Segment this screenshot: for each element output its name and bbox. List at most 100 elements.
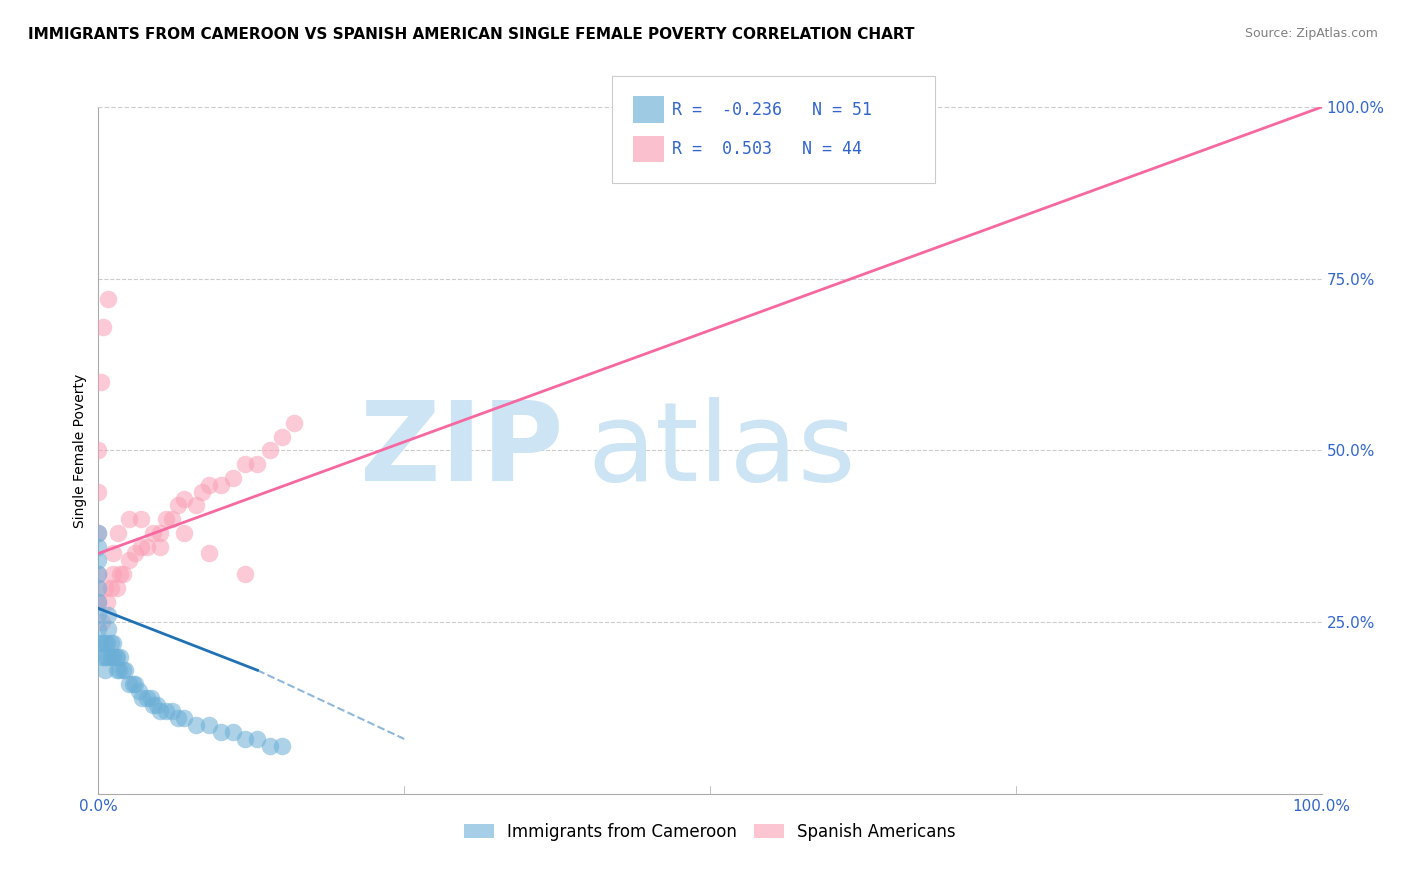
Point (91, 319, 114, 334)
Point (209, 725, 232, 739)
Point (124, 677, 146, 691)
Point (259, 739, 281, 753)
Point (209, 478, 232, 492)
Point (131, 690, 153, 705)
Point (96, 649, 118, 664)
Point (128, 683, 150, 698)
Point (87, 636, 110, 650)
Point (146, 698, 169, 712)
Point (160, 705, 183, 719)
Point (104, 649, 127, 664)
Point (186, 499, 208, 513)
Point (155, 705, 177, 719)
Point (222, 471, 245, 485)
Point (111, 567, 134, 582)
Point (101, 649, 124, 664)
Point (87, 525, 110, 540)
Point (107, 525, 129, 540)
Point (108, 663, 131, 677)
Point (93, 649, 115, 664)
Point (93, 581, 115, 595)
Point (121, 677, 143, 691)
Point (97, 608, 120, 623)
Point (93, 636, 115, 650)
Point (233, 457, 256, 471)
Text: ZIP: ZIP (360, 397, 564, 504)
Point (124, 546, 146, 561)
Text: R =  0.503   N = 44: R = 0.503 N = 44 (672, 140, 862, 158)
Point (97, 622, 120, 636)
Point (136, 540, 159, 554)
Point (100, 636, 122, 650)
Point (149, 525, 172, 540)
Point (173, 491, 195, 506)
Point (197, 546, 219, 561)
Point (105, 649, 128, 664)
Point (91, 636, 114, 650)
Point (155, 512, 177, 526)
Text: R =  -0.236   N = 51: R = -0.236 N = 51 (672, 101, 872, 119)
Point (87, 484, 110, 499)
Point (118, 512, 141, 526)
Point (173, 525, 195, 540)
Point (87, 553, 110, 567)
Point (87, 525, 110, 540)
Point (105, 663, 128, 677)
Point (100, 581, 122, 595)
Point (97, 293, 120, 307)
Point (173, 711, 195, 725)
Point (91, 649, 114, 664)
Point (118, 553, 141, 567)
Point (129, 540, 152, 554)
Point (149, 540, 172, 554)
Point (96, 636, 118, 650)
Point (87, 594, 110, 608)
Point (87, 443, 110, 458)
Text: atlas: atlas (588, 397, 856, 504)
Point (136, 690, 159, 705)
Point (139, 690, 162, 705)
Point (167, 499, 190, 513)
Point (87, 594, 110, 608)
Point (259, 443, 281, 458)
Point (167, 711, 190, 725)
Point (270, 430, 294, 444)
Point (270, 739, 294, 753)
Point (110, 567, 132, 582)
Point (246, 731, 269, 746)
Point (160, 512, 183, 526)
Point (90, 375, 112, 389)
Point (233, 731, 256, 746)
Text: Source: ZipAtlas.com: Source: ZipAtlas.com (1244, 27, 1378, 40)
Text: IMMIGRANTS FROM CAMEROON VS SPANISH AMERICAN SINGLE FEMALE POVERTY CORRELATION C: IMMIGRANTS FROM CAMEROON VS SPANISH AMER… (28, 27, 915, 42)
Point (129, 512, 152, 526)
Point (191, 484, 214, 499)
Point (105, 581, 128, 595)
Point (87, 567, 110, 582)
Point (233, 567, 256, 582)
Point (114, 663, 136, 677)
Point (118, 677, 141, 691)
Point (87, 540, 110, 554)
Point (87, 567, 110, 582)
Point (142, 525, 165, 540)
Point (101, 636, 124, 650)
Point (87, 608, 110, 623)
Point (186, 718, 208, 732)
Point (197, 478, 219, 492)
Point (149, 705, 172, 719)
Point (91, 615, 114, 630)
Point (142, 698, 165, 712)
Point (197, 718, 219, 732)
Point (87, 622, 110, 636)
Point (100, 649, 122, 664)
Point (283, 416, 305, 430)
Point (87, 581, 110, 595)
Legend: Immigrants from Cameroon, Spanish Americans: Immigrants from Cameroon, Spanish Americ… (457, 816, 963, 847)
Point (101, 567, 124, 582)
Point (110, 649, 132, 664)
Y-axis label: Single Female Poverty: Single Female Poverty (73, 374, 87, 527)
Point (222, 725, 245, 739)
Point (96, 594, 118, 608)
Point (246, 457, 269, 471)
